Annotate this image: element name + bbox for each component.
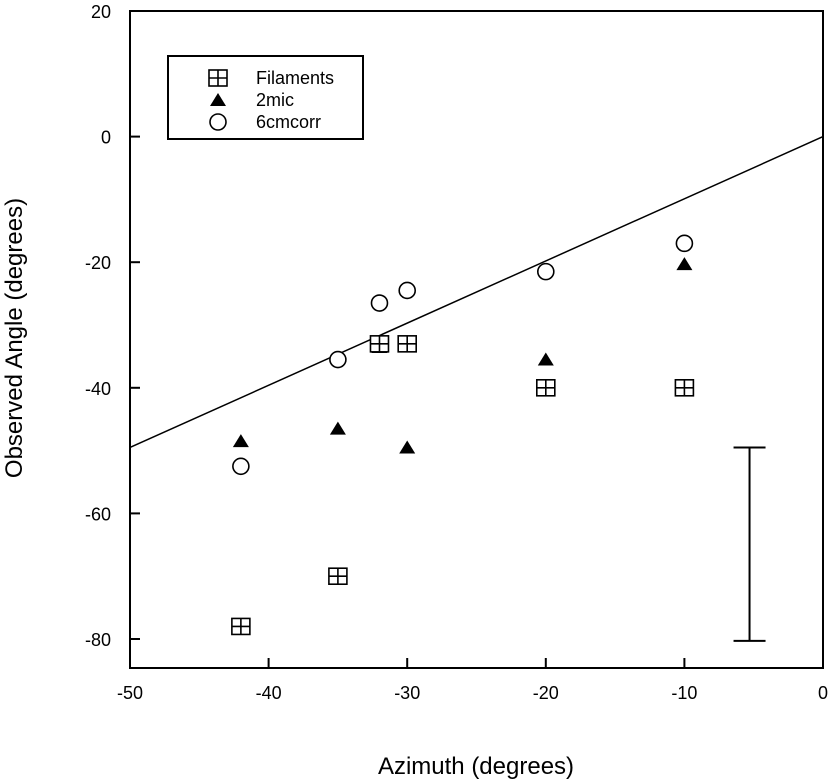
data-point-6cmcorr [536, 262, 555, 281]
y-tick-label: 20 [91, 2, 111, 22]
data-point-6cmcorr [329, 350, 347, 369]
reference-line [129, 135, 824, 449]
y-tick-label: -20 [85, 253, 111, 273]
y-tick-label: -60 [85, 504, 111, 524]
data-point-filaments [328, 567, 348, 586]
legend-box [167, 55, 364, 140]
legend-marker-2mic [210, 93, 226, 106]
data-point-2mic [232, 434, 249, 448]
axis-ticks [129, 10, 824, 668]
data-point-2mic [399, 440, 416, 454]
y-tick-labels: -80 -60 -40 -20 0 20 [85, 2, 111, 650]
legend-label: 6cmcorr [256, 112, 321, 132]
data-point-filaments [231, 617, 251, 636]
data-point-filaments [535, 378, 556, 397]
x-tick-label: 0 [818, 683, 828, 703]
error-bar-group [733, 446, 766, 642]
y-tick-label: -80 [85, 630, 111, 650]
x-tick-label: -10 [671, 683, 697, 703]
y-tick-label: -40 [85, 379, 111, 399]
x-tick-labels: -50 -40 -30 -20 -10 0 [117, 683, 828, 703]
x-tick-label: -50 [117, 683, 143, 703]
legend-label: 2mic [256, 90, 294, 110]
legend-marker-6cmcorr [209, 113, 227, 131]
data-point-filaments [674, 378, 695, 397]
data-point-2mic [676, 257, 693, 271]
data-point-6cmcorr [370, 294, 389, 312]
data-point-6cmcorr [675, 234, 694, 253]
x-tick-label: -30 [394, 683, 420, 703]
legend-label: Filaments [256, 68, 334, 88]
y-tick-label: 0 [101, 128, 111, 148]
x-tick-label: -20 [533, 683, 559, 703]
data-point-6cmcorr [232, 457, 250, 476]
data-points [231, 234, 695, 636]
legend-marker-filaments [208, 69, 228, 87]
plot-frame [129, 10, 824, 669]
data-point-6cmcorr [398, 281, 417, 300]
data-point-2mic [537, 352, 554, 366]
data-point-2mic [329, 421, 346, 435]
reference-line-group [129, 135, 824, 449]
data-point-filaments [369, 335, 390, 353]
y-axis-label: Observed Angle (degrees) [1, 198, 28, 478]
data-point-filaments [397, 335, 418, 353]
x-axis-label: Azimuth (degrees) [378, 753, 574, 780]
x-tick-label: -40 [256, 683, 282, 703]
plot-area [129, 10, 824, 669]
